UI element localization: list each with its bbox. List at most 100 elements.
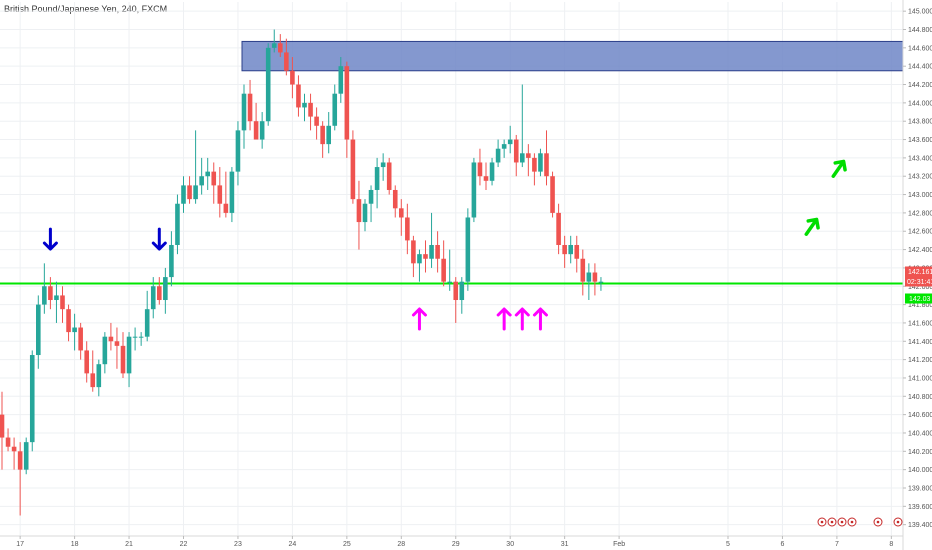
- candle: [417, 249, 422, 282]
- candle: [36, 295, 41, 369]
- candle-body: [0, 414, 5, 438]
- candle-body: [574, 244, 580, 259]
- candle: [580, 249, 586, 296]
- x-tick-label: Feb: [613, 541, 625, 548]
- candle-body: [399, 208, 404, 218]
- candle: [338, 57, 344, 103]
- x-tick-label: 18: [71, 541, 79, 548]
- candle: [241, 84, 247, 149]
- candle-body: [465, 217, 471, 282]
- candle-body: [338, 66, 344, 94]
- candle-body: [435, 244, 440, 259]
- candle-body: [205, 171, 210, 177]
- x-tick-label: 22: [180, 541, 188, 548]
- candle-body: [259, 121, 265, 140]
- resistance-zone: [241, 40, 904, 72]
- magenta-up-arrow: [514, 307, 530, 331]
- y-tick-label: 140.400: [908, 430, 932, 437]
- candle: [550, 171, 555, 218]
- candle-body: [592, 272, 598, 282]
- candle-body: [538, 153, 543, 172]
- green-up-right-arrow-head: [833, 159, 847, 172]
- y-tick-label: 144.800: [908, 27, 932, 34]
- candle-body: [90, 373, 96, 388]
- candle: [265, 43, 271, 126]
- candle-body: [296, 84, 301, 108]
- green-up-right-arrow: [831, 159, 847, 178]
- candle: [538, 148, 543, 177]
- candle-body: [308, 102, 313, 117]
- candle-body: [453, 281, 459, 301]
- candle: [392, 185, 398, 218]
- candle-body: [513, 139, 519, 163]
- candle: [144, 290, 150, 342]
- candle-body: [544, 153, 549, 177]
- candle: [290, 57, 295, 99]
- event-marker-icon-dot: [830, 520, 834, 524]
- candle-body: [126, 336, 132, 374]
- candle-body: [350, 139, 356, 200]
- candle: [84, 341, 89, 383]
- candle: [507, 125, 513, 154]
- candle: [586, 263, 592, 301]
- candle-body: [441, 258, 446, 282]
- candle: [592, 263, 598, 296]
- candle-body: [144, 309, 150, 337]
- event-marker-icon-dot: [876, 520, 880, 524]
- event-marker-icon-dot: [850, 520, 854, 524]
- resistance-zone-rect: [241, 40, 904, 72]
- x-tick-label: 25: [343, 541, 351, 548]
- candle-body: [235, 130, 241, 172]
- candle: [187, 176, 192, 204]
- time-axis[interactable]: 17 18 21 22 23 24 25 28 29 30 31 Feb 5 6 7 8: [0, 535, 903, 548]
- blue-down-arrow-head: [151, 241, 167, 251]
- candle: [102, 332, 108, 374]
- magenta-up-arrow-head: [514, 307, 530, 317]
- candle-body: [556, 212, 561, 245]
- candle-body: [11, 446, 17, 452]
- candle: [17, 442, 23, 516]
- current-price-tag: [905, 266, 932, 277]
- x-tick-label: 30: [506, 541, 514, 548]
- candle: [465, 208, 471, 291]
- candle-body: [411, 240, 416, 264]
- y-tick-label: 144.600: [908, 45, 932, 52]
- candle-body: [271, 43, 277, 48]
- magenta-up-arrow: [532, 307, 548, 331]
- candle: [441, 240, 446, 287]
- candle: [120, 332, 126, 378]
- candle-body: [138, 336, 144, 338]
- candle: [350, 130, 356, 204]
- candle-body: [17, 451, 23, 470]
- x-tick-label: 5: [726, 541, 730, 548]
- candle: [326, 112, 331, 154]
- magenta-up-arrow-head: [496, 307, 512, 317]
- candle: [296, 75, 301, 117]
- candle-body: [302, 102, 307, 108]
- candle: [483, 162, 489, 190]
- candle: [429, 212, 434, 268]
- candle-body: [169, 244, 174, 278]
- candle-body: [157, 286, 162, 301]
- candle-body: [42, 286, 47, 305]
- candle-body: [108, 336, 114, 342]
- y-tick-label: 141.800: [908, 302, 932, 309]
- candle-body: [223, 203, 229, 213]
- candle-body: [5, 437, 11, 447]
- y-tick-label: 142.000: [908, 284, 932, 291]
- candle: [229, 167, 235, 223]
- y-tick-label: 139.600: [908, 504, 932, 511]
- candle-body: [598, 281, 604, 283]
- candle: [495, 139, 501, 168]
- candle-body: [562, 244, 567, 255]
- candle: [374, 157, 380, 209]
- candle: [108, 322, 114, 351]
- candle: [320, 121, 325, 158]
- candle-body: [550, 176, 555, 213]
- candle: [278, 34, 283, 58]
- footer-icons[interactable]: [817, 517, 903, 527]
- candle: [126, 332, 132, 388]
- candle-body: [356, 199, 362, 223]
- candle-body: [60, 295, 65, 310]
